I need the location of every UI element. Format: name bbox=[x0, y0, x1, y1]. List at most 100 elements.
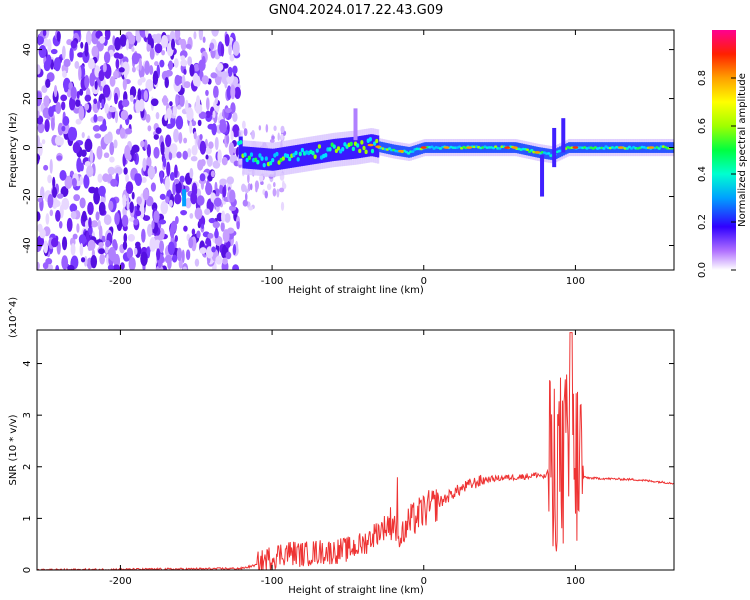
heatmap-cell bbox=[37, 154, 41, 162]
heatmap-cell bbox=[262, 162, 266, 168]
heatmap-cell bbox=[78, 105, 85, 121]
heatmap-cell bbox=[288, 156, 292, 162]
heatmap-cell bbox=[269, 138, 275, 144]
heatmap-cell bbox=[154, 61, 159, 67]
heatmap-cell bbox=[241, 120, 246, 130]
heatmap-cell bbox=[193, 63, 200, 72]
heatmap-cell bbox=[183, 68, 187, 75]
heatmap-cell bbox=[53, 84, 58, 98]
heatmap-cell bbox=[135, 99, 142, 114]
heatmap-cell bbox=[119, 127, 126, 139]
heatmap-cell bbox=[81, 131, 85, 139]
heatmap-cell bbox=[232, 264, 239, 270]
heatmap-cell bbox=[137, 88, 142, 102]
heatmap-cell bbox=[169, 101, 173, 107]
heatmap-cell bbox=[87, 201, 94, 216]
x-tick-label: 100 bbox=[566, 276, 585, 287]
heatmap-cell bbox=[244, 192, 248, 202]
x-tick-label: -200 bbox=[109, 276, 132, 287]
heatmap-cell bbox=[90, 254, 98, 269]
heatmap-cell bbox=[220, 71, 229, 79]
heatmap-cell bbox=[181, 249, 185, 263]
heatmap-cell bbox=[112, 264, 121, 270]
heatmap-cell bbox=[45, 213, 50, 225]
heatmap-cell bbox=[183, 137, 188, 144]
heatmap-cell bbox=[131, 46, 135, 52]
colorbar-tick-label: 0.2 bbox=[697, 214, 708, 230]
heatmap-cell bbox=[80, 41, 84, 49]
heatmap-cell bbox=[271, 157, 275, 163]
heatmap-cell bbox=[166, 123, 174, 129]
heatmap-cell bbox=[249, 183, 253, 191]
heatmap-cell bbox=[52, 176, 56, 189]
heatmap-cell bbox=[91, 45, 99, 58]
heatmap-cell bbox=[199, 247, 207, 254]
heatmap-cell bbox=[98, 248, 105, 255]
heatmap-cell bbox=[234, 86, 241, 99]
heatmap-cell bbox=[87, 58, 95, 70]
heatmap-cell bbox=[266, 183, 272, 191]
heatmap-cell bbox=[561, 118, 566, 153]
heatmap-cell bbox=[107, 264, 115, 270]
heatmap-cell bbox=[258, 147, 261, 170]
heatmap-cell bbox=[244, 185, 247, 193]
heatmap-cell bbox=[174, 74, 181, 87]
heatmap-cell bbox=[70, 243, 76, 256]
heatmap-cell bbox=[165, 196, 170, 204]
heatmap-cell bbox=[232, 65, 238, 74]
spectrogram-y-ticks: -40 -20 0 20 40 bbox=[22, 43, 674, 254]
heatmap-cell bbox=[120, 109, 129, 121]
heatmap-cell bbox=[216, 63, 224, 72]
heatmap-cell bbox=[38, 44, 47, 59]
heatmap-cell bbox=[387, 147, 392, 150]
heatmap-cell bbox=[69, 47, 74, 62]
heatmap-cell bbox=[37, 211, 41, 222]
heatmap-cell bbox=[168, 60, 174, 71]
heatmap-cell bbox=[182, 189, 187, 207]
heatmap-cell bbox=[180, 59, 188, 67]
heatmap-cell bbox=[197, 119, 202, 127]
heatmap-cell bbox=[193, 31, 197, 40]
heatmap-cell bbox=[158, 219, 167, 225]
heatmap-cell bbox=[61, 101, 66, 111]
heatmap-cell bbox=[228, 142, 235, 156]
heatmap-cell bbox=[230, 84, 236, 100]
heatmap-cell bbox=[227, 66, 233, 77]
heatmap-cell bbox=[73, 194, 81, 202]
heatmap-cell bbox=[272, 188, 277, 197]
heatmap-cell bbox=[311, 150, 315, 156]
heatmap-cell bbox=[121, 61, 130, 76]
heatmap-cell bbox=[72, 141, 81, 154]
heatmap-cell bbox=[99, 253, 105, 265]
heatmap-cell bbox=[229, 189, 236, 203]
heatmap-cell bbox=[265, 124, 269, 133]
heatmap-cell bbox=[648, 146, 655, 149]
heatmap-cell bbox=[175, 94, 179, 107]
spectrogram-noise-field bbox=[37, 30, 287, 270]
heatmap-cell bbox=[232, 243, 237, 256]
heatmap-cell bbox=[89, 72, 95, 87]
heatmap-cell bbox=[213, 85, 219, 99]
spectrogram-x-label: Height of straight line (km) bbox=[288, 285, 424, 296]
heatmap-cell bbox=[364, 149, 368, 155]
heatmap-cell bbox=[198, 111, 207, 119]
heatmap-cell bbox=[212, 221, 220, 229]
heatmap-cell bbox=[119, 262, 125, 270]
heatmap-cell bbox=[138, 58, 142, 71]
heatmap-cell bbox=[66, 39, 73, 46]
heatmap-cell bbox=[243, 128, 248, 137]
heatmap-cell bbox=[430, 145, 434, 149]
heatmap-cell bbox=[189, 120, 193, 134]
heatmap-cell bbox=[149, 48, 155, 60]
heatmap-cell bbox=[110, 178, 118, 187]
heatmap-cell bbox=[161, 49, 166, 56]
heatmap-cell bbox=[202, 36, 206, 43]
heatmap-cell bbox=[230, 130, 234, 141]
heatmap-cell bbox=[37, 261, 40, 270]
heatmap-cell bbox=[118, 67, 125, 73]
heatmap-cell bbox=[97, 100, 101, 110]
heatmap-cell bbox=[331, 139, 334, 162]
heatmap-cell bbox=[122, 240, 128, 251]
heatmap-cell bbox=[59, 170, 67, 181]
heatmap-cell bbox=[267, 148, 271, 171]
